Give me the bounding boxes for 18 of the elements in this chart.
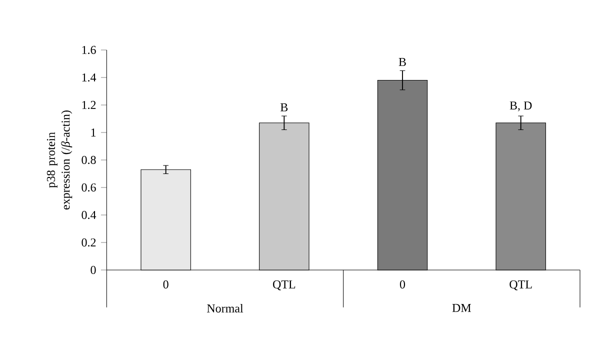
y-tick-label: 1 — [91, 128, 96, 136]
y-tick-label: 1.4 — [82, 73, 96, 82]
data-label: B, D — [510, 102, 532, 112]
y-tick-label: 0.4 — [82, 210, 96, 220]
x-tick-label: 0 — [400, 280, 406, 288]
y-tick-label: 0.6 — [82, 183, 96, 192]
x-tick-label: QTL — [273, 280, 296, 290]
x-tick-label: QTL — [510, 280, 532, 290]
y-tick-label: 1.6 — [82, 46, 96, 54]
x-tick-label: 0 — [163, 280, 168, 288]
data-label: B — [398, 58, 406, 66]
y-tick-label: 0.8 — [82, 156, 96, 164]
y-tick-label: 1.2 — [82, 100, 96, 110]
text: Normal — [207, 304, 244, 312]
text: DM — [452, 304, 471, 312]
y-tick-label: 0 — [90, 266, 96, 274]
y-tick-label: 0.2 — [82, 238, 96, 247]
data-label: B — [280, 103, 288, 112]
